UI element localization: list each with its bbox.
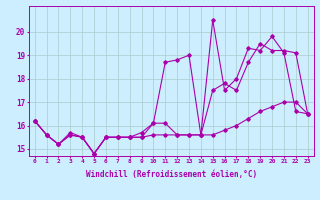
- X-axis label: Windchill (Refroidissement éolien,°C): Windchill (Refroidissement éolien,°C): [86, 170, 257, 179]
